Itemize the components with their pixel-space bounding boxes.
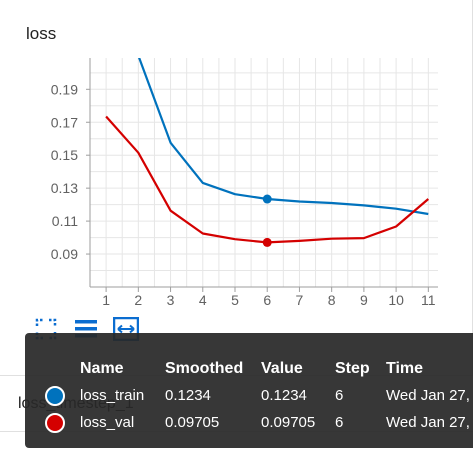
tooltip-row-2-time: Wed Jan 27,: [386, 414, 470, 431]
x-tick-label: 2: [134, 292, 142, 308]
tooltip-row-1-value: 0.1234: [261, 387, 307, 404]
tooltip-header-name: Name: [80, 360, 124, 377]
x-tick-label: 11: [421, 292, 436, 308]
y-tick-label: 0.15: [51, 147, 78, 163]
highlight-point-loss_val: [262, 237, 272, 247]
y-tick-label: 0.11: [52, 213, 78, 229]
tooltip-row-2-step: 6: [335, 414, 344, 431]
tooltip-row-1-time: Wed Jan 27,: [386, 387, 470, 404]
chart-title: loss: [26, 24, 57, 43]
data-tooltip: Name Smoothed Value Step Time loss_train…: [25, 333, 473, 448]
x-tick-label: 7: [296, 292, 304, 308]
x-tick-label: 1: [102, 292, 110, 308]
tooltip-row-2-name: loss_val: [80, 414, 135, 431]
tooltip-header-step: Step: [335, 360, 370, 377]
tooltip-header-time: Time: [386, 360, 424, 377]
tooltip-row-2-color-dot: [45, 413, 65, 433]
tooltip-row-1-smoothed: 0.1234: [165, 387, 211, 404]
highlight-point-loss_train: [262, 194, 272, 204]
loss-chart-card: loss 0.09 0.11 0.13 0.15 0.17 0.19 1 2 3 4 5 6 7 8 9 10…: [0, 0, 473, 376]
tooltip-header-smoothed: Smoothed: [165, 360, 244, 377]
tooltip-row-1-step: 6: [335, 387, 344, 404]
x-tick-label: 8: [328, 292, 336, 308]
tooltip-row-1-name: loss_train: [80, 387, 145, 404]
x-tick-label: 9: [360, 292, 368, 308]
tooltip-row-2-smoothed: 0.09705: [165, 414, 220, 431]
y-tick-label: 0.19: [51, 81, 78, 97]
x-tick-label: 10: [388, 292, 404, 308]
x-tick-label: 4: [199, 292, 207, 308]
tooltip-row-1-color-dot: [45, 386, 65, 406]
fullscreen-button[interactable]: [34, 317, 58, 341]
fullscreen-icon: [35, 318, 57, 340]
y-tick-label: 0.17: [51, 114, 78, 130]
x-tick-label: 3: [167, 292, 175, 308]
y-tick-label: 0.09: [51, 246, 78, 262]
tooltip-header-value: Value: [261, 360, 303, 377]
y-tick-label: 0.13: [51, 180, 78, 196]
x-tick-label: 6: [263, 292, 271, 308]
loss-line-chart[interactable]: 0.09 0.11 0.13 0.15 0.17 0.19 1 2 3 4 5 6 7 8 9 10 11: [0, 0, 473, 330]
tooltip-row-2-value: 0.09705: [261, 414, 316, 431]
x-tick-label: 5: [231, 292, 239, 308]
